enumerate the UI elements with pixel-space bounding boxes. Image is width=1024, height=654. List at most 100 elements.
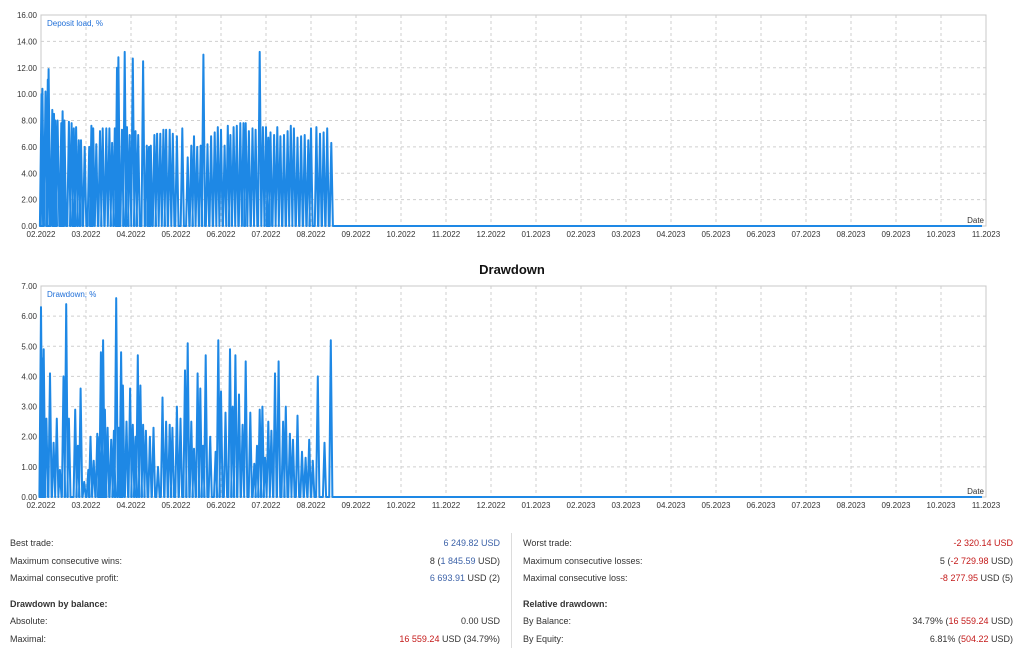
data-point	[40, 93, 43, 95]
y-tick-label: 3.00	[21, 403, 37, 412]
data-point	[181, 127, 183, 130]
data-point	[165, 129, 167, 131]
by-equity-suffix: USD)	[991, 634, 1013, 644]
data-point	[296, 137, 299, 139]
plot-frame	[40, 285, 987, 498]
data-point	[253, 463, 255, 465]
data-point	[304, 134, 306, 136]
by-equity-pct: 6.81%	[929, 634, 956, 644]
max-consecutive-losses-suffix: USD)	[991, 556, 1013, 566]
max-consecutive-loss-label: Maximal consecutive loss:	[523, 573, 628, 583]
x-tick-label: 05.2023	[702, 501, 731, 510]
absolute-value: 0.00 USD	[460, 616, 500, 626]
x-tick-label: 02.2022	[27, 230, 56, 239]
relative-drawdown-title: Relative drawdown:	[523, 599, 608, 609]
data-point	[187, 342, 189, 344]
x-tick-label: 11.2023	[972, 230, 1001, 239]
by-equity-amount: 504.22	[960, 634, 989, 644]
by-equity-row: By Equity: 6.81% (504.22 USD)	[523, 632, 1013, 646]
data-point	[108, 127, 110, 130]
data-point	[289, 433, 291, 435]
data-point	[264, 457, 266, 459]
data-point	[261, 405, 263, 408]
y-tick-label: 14.00	[17, 37, 38, 46]
data-point	[308, 439, 310, 441]
max-consecutive-wins-label: Maximum consecutive wins:	[10, 556, 123, 566]
data-point	[239, 122, 241, 124]
data-point	[255, 129, 257, 131]
by-balance-label: By Balance:	[523, 616, 572, 626]
data-point	[105, 127, 107, 130]
x-tick-label: 09.2023	[882, 501, 911, 510]
drawdown-by-balance-title: Drawdown by balance:	[10, 599, 108, 609]
worst-trade-value: -2 320.14 USD	[953, 538, 1013, 548]
y-tick-label: 2.00	[21, 196, 37, 205]
data-point	[279, 135, 281, 137]
y-tick-label: 4.00	[21, 169, 37, 178]
maximal-row: Maximal: 16 559.24 USD (34.79%)	[10, 632, 500, 646]
x-tick-label: 06.2022	[207, 230, 236, 239]
y-tick-label: 4.00	[21, 372, 37, 381]
x-tick-label: 10.2023	[927, 230, 956, 239]
max-consecutive-loss-suffix: USD (5)	[980, 573, 1013, 583]
data-point	[293, 127, 295, 130]
data-point	[165, 421, 167, 423]
data-point	[323, 442, 326, 444]
x-tick-label: 10.2022	[387, 230, 416, 239]
data-point	[269, 131, 272, 133]
data-point	[262, 126, 264, 128]
x-tick-label: 02.2022	[27, 501, 56, 510]
x-tick-label: 03.2022	[72, 501, 101, 510]
data-point	[176, 135, 178, 137]
data-point	[80, 387, 82, 390]
data-point	[102, 339, 104, 341]
x-tick-label: 01.2023	[522, 501, 551, 510]
x-tick-label: 12.2022	[477, 230, 506, 239]
data-point	[310, 127, 312, 130]
data-point	[118, 427, 120, 429]
data-point	[121, 129, 123, 131]
data-point	[234, 354, 236, 356]
data-point	[120, 351, 122, 353]
data-point	[296, 415, 299, 417]
x-tick-label: 09.2023	[882, 230, 911, 239]
x-tick-label: 06.2023	[747, 501, 776, 510]
x-tick-label: 11.2022	[432, 501, 461, 510]
data-point	[41, 88, 43, 90]
data-point	[290, 125, 292, 127]
by-balance-amount: 16 559.24	[948, 616, 989, 626]
y-tick-label: 8.00	[21, 117, 37, 126]
drawdown-by-balance-header: Drawdown by balance:	[10, 597, 500, 611]
data-point	[229, 134, 232, 136]
drawdown-chart-title: Drawdown	[479, 262, 545, 277]
data-point	[89, 436, 92, 438]
data-point	[220, 390, 222, 393]
data-point	[99, 130, 101, 132]
data-point	[49, 372, 51, 375]
data-point	[71, 122, 73, 124]
x-tick-label: 11.2022	[432, 230, 461, 239]
max-consecutive-wins-open: (	[437, 556, 441, 566]
data-point	[80, 139, 82, 141]
data-point	[224, 144, 226, 147]
data-point	[282, 421, 284, 423]
data-point	[134, 436, 137, 438]
data-point	[62, 375, 65, 378]
by-balance-suffix: USD)	[991, 616, 1013, 626]
absolute-row: Absolute: 0.00 USD	[10, 614, 500, 628]
data-point	[267, 137, 269, 139]
y-tick-label: 12.00	[17, 64, 38, 73]
data-point	[242, 424, 244, 426]
data-point	[122, 384, 124, 387]
x-tick-label: 09.2022	[342, 230, 371, 239]
data-point	[59, 469, 61, 471]
y-tick-label: 7.00	[21, 282, 37, 291]
data-point	[287, 130, 289, 132]
data-point	[47, 79, 49, 81]
data-point	[57, 119, 59, 122]
x-tick-label: 02.2023	[567, 501, 596, 510]
by-equity-open: (	[957, 634, 961, 644]
data-point	[54, 119, 57, 122]
data-point	[224, 412, 227, 414]
